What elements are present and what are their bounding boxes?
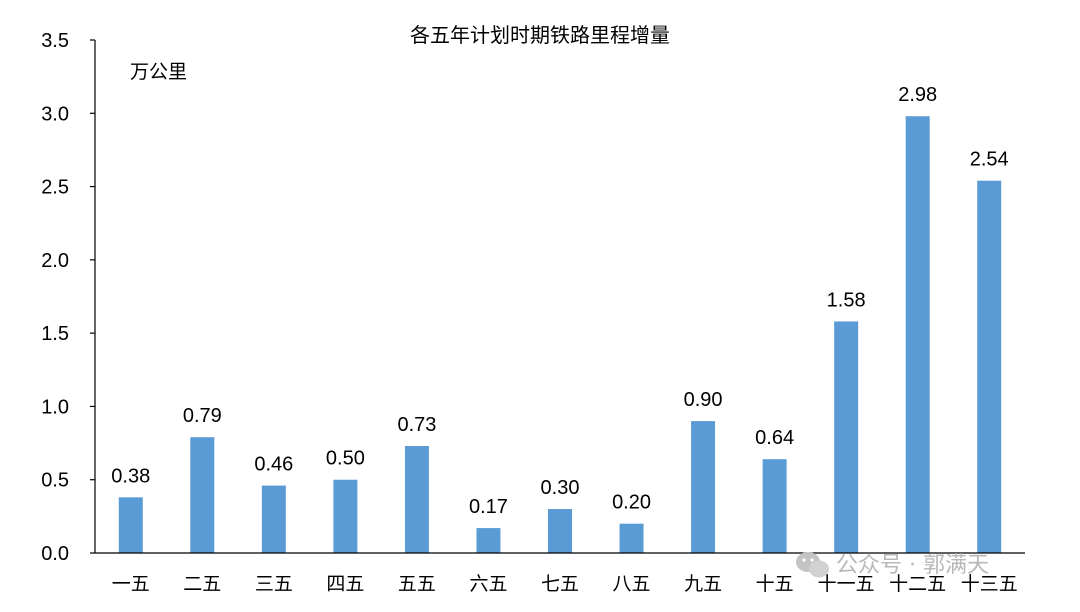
x-tick-label: 三五 [255,573,293,595]
bar-value-label: 0.46 [254,454,293,476]
x-tick-label: 二五 [183,573,221,595]
x-axis: 一五 二五 三五 四五 五五 六五 七五 八五 九五 十五 十一五 十二五 十三五 [95,552,1025,595]
x-tick-label: 四五 [326,573,364,595]
y-tick-label: 0.5 [41,470,69,492]
y-axis: 0.0 0.5 1.0 1.5 2.0 2.5 3.0 3.5 [41,30,96,565]
chart-title: 各五年计划时期铁路里程增量 [410,23,670,47]
y-tick-label: 3.5 [41,30,69,52]
bar [190,437,215,553]
bar-value-label: 1.58 [827,289,866,311]
bar [118,497,143,553]
bar [476,528,501,553]
x-tick-label: 六五 [469,573,507,595]
bar [905,116,930,554]
x-tick-label: 十一五 [818,573,875,595]
x-tick-label: 五五 [398,573,436,595]
y-tick-label: 3.0 [41,103,69,125]
bar-value-label: 0.20 [612,492,651,514]
x-tick-label: 八五 [613,573,651,595]
y-tick-label: 1.0 [41,396,69,418]
unit-label: 万公里 [130,61,187,83]
y-tick-label: 0.0 [41,543,69,565]
bar-value-label: 0.38 [111,465,150,487]
y-tick-label: 2.0 [41,250,69,272]
bar-value-label: 0.50 [326,448,365,470]
bar-value-label: 0.30 [541,477,580,499]
x-tick-label: 一五 [112,573,150,595]
y-tick-label: 1.5 [41,323,69,345]
bar-value-label: 2.98 [898,84,937,106]
x-tick-label: 七五 [541,573,579,595]
watermark: 公众号 · 郭满天 [796,552,989,578]
bar-value-label: 0.17 [469,496,508,518]
bar [977,180,1002,554]
bar [261,485,286,553]
bar [548,509,572,553]
bar [619,523,644,553]
bar [691,421,716,553]
bar [404,446,429,553]
bar-value-label: 2.54 [970,149,1009,171]
bars [118,116,1002,554]
bar [834,321,859,553]
x-tick-label: 十三五 [961,573,1018,595]
watermark-text: 公众号 · 郭满天 [836,553,989,578]
bar-value-label: 0.90 [684,389,723,411]
wechat-icon [796,552,829,578]
x-tick-label: 十五 [756,573,794,595]
x-tick-label: 十二五 [889,573,946,595]
y-tick-label: 2.5 [41,177,69,199]
x-tick-label: 九五 [684,573,722,595]
bar [333,479,358,553]
bar-value-label: 0.73 [397,414,436,436]
bar-value-label: 0.64 [755,427,794,449]
bar [762,459,787,553]
bar-value-label: 0.79 [183,405,222,427]
data-labels: 0.38 0.79 0.46 0.50 0.73 0.17 0.30 0.20 0.90 0.64… [111,84,1008,518]
